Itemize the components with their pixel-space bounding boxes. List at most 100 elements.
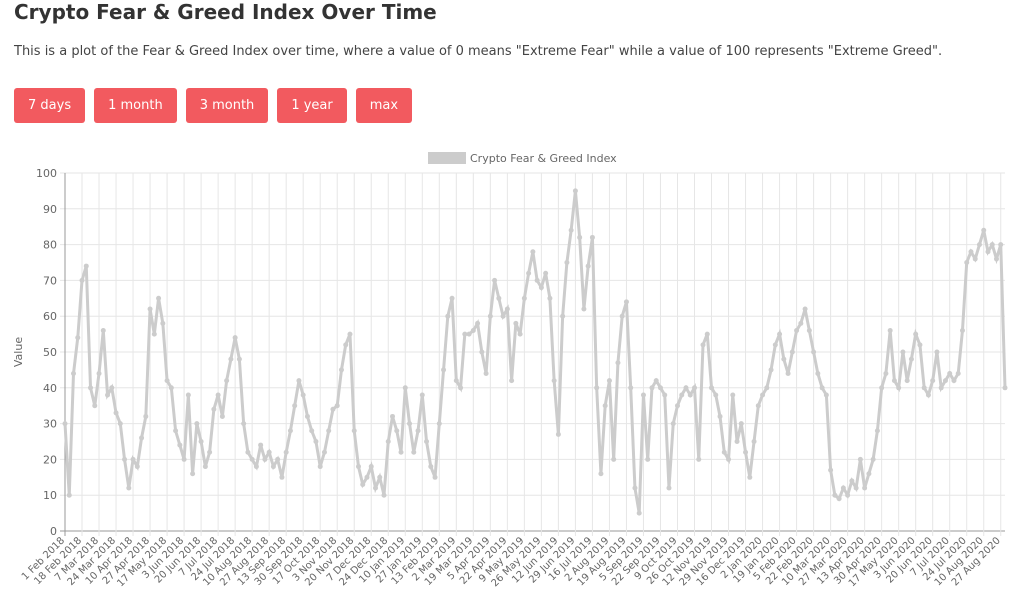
data-point [334,403,340,409]
range-button[interactable]: 7 days [14,88,86,123]
range-button[interactable]: max [355,88,413,123]
legend-label: Crypto Fear & Greed Index [470,152,617,165]
data-point [330,406,336,412]
data-point [458,385,464,391]
range-button[interactable]: 1 year [277,88,347,123]
data-point [713,392,719,398]
data-point [160,320,166,326]
data-point [304,413,310,419]
range-button[interactable]: 3 month [185,88,269,123]
data-point [581,306,587,312]
data-point [908,356,914,362]
data-point [628,385,634,391]
data-point [721,449,727,455]
data-point [530,249,536,255]
data-point [496,295,502,301]
data-point [594,385,600,391]
data-point [207,449,213,455]
data-point [470,328,476,334]
data-point [258,442,264,448]
data-point [772,342,778,348]
data-point [947,370,953,376]
data-point [666,485,672,491]
data-point [751,439,757,444]
data-point [313,439,319,444]
page-title: Crypto Fear & Greed Index Over Time [14,0,437,24]
data-point [802,306,808,312]
data-point [381,492,387,498]
data-point [360,481,366,487]
data-point [726,456,732,462]
data-point [891,378,897,384]
data-point [321,449,327,455]
data-point [211,406,217,412]
data-point [521,295,527,301]
data-point [934,349,940,355]
data-point [88,385,94,391]
data-point [925,392,931,398]
data-point [709,385,715,391]
data-point [717,413,723,419]
data-point [194,421,200,427]
data-point [862,485,868,491]
data-point [83,263,89,269]
data-point [117,421,123,427]
data-point [955,370,961,376]
data-point [572,188,578,194]
data-point [985,249,991,255]
data-point [449,295,455,301]
data-point [504,306,510,312]
data-point [419,392,425,398]
data-point [283,449,289,455]
data-point [407,421,413,427]
data-point [156,295,162,301]
data-point [236,356,242,362]
data-point [917,342,923,348]
data-point [262,456,268,462]
data-point [173,428,179,434]
data-point [372,485,378,491]
data-point [219,413,225,419]
data-point [913,331,919,337]
data-point [177,442,183,448]
data-point [874,428,880,434]
data-point [343,342,349,348]
data-point [390,413,396,419]
data-point [296,378,302,384]
data-point [551,378,557,384]
data-point [585,263,591,269]
data-point [385,439,391,444]
data-point [270,464,276,470]
y-tick-label: 40 [43,382,57,395]
data-point [534,277,540,283]
data-point [198,439,204,444]
y-tick-label: 80 [43,239,57,252]
range-button[interactable]: 1 month [94,88,177,123]
data-point [105,392,111,398]
y-tick-label: 20 [43,453,57,466]
data-point [734,439,740,444]
data-point [445,313,451,319]
data-point [998,242,1004,248]
y-tick-label: 100 [36,167,57,180]
description: This is a plot of the Fear & Greed Index… [14,44,943,59]
data-point [836,496,842,502]
data-point [828,467,834,473]
data-point [326,428,332,434]
y-tick-label: 90 [43,203,57,216]
data-point [300,392,306,398]
data-point [921,385,927,391]
data-point [424,439,430,444]
data-point [394,428,400,434]
data-point [589,234,595,240]
data-point [453,378,459,384]
data-point [215,392,221,398]
data-point [811,349,817,355]
data-point [577,234,583,240]
data-point [232,335,238,341]
data-point [168,385,174,391]
data-point [317,464,323,470]
y-tick-label: 60 [43,310,57,323]
data-point [819,385,825,391]
data-point [266,449,272,455]
